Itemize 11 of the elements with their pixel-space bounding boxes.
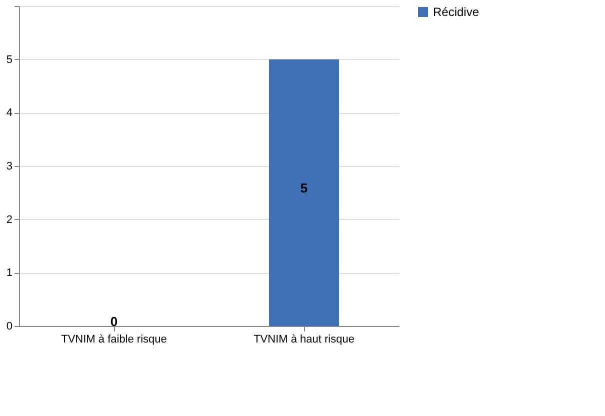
- y-tick-label: 4: [6, 107, 12, 120]
- data-label: 5: [300, 180, 308, 196]
- x-tick-label: TVNIM à haut risque: [254, 334, 354, 346]
- y-tick-label: 2: [6, 214, 12, 226]
- x-tick-label: TVNIM à faible risque: [61, 334, 167, 346]
- y-tick-label: 5: [6, 54, 12, 66]
- y-tick-label: 1: [6, 267, 12, 280]
- data-label: 0: [110, 314, 118, 329]
- y-tick-label: 3: [6, 160, 12, 172]
- y-tick-label: 0: [6, 320, 12, 332]
- legend-label: Récidive: [433, 5, 480, 19]
